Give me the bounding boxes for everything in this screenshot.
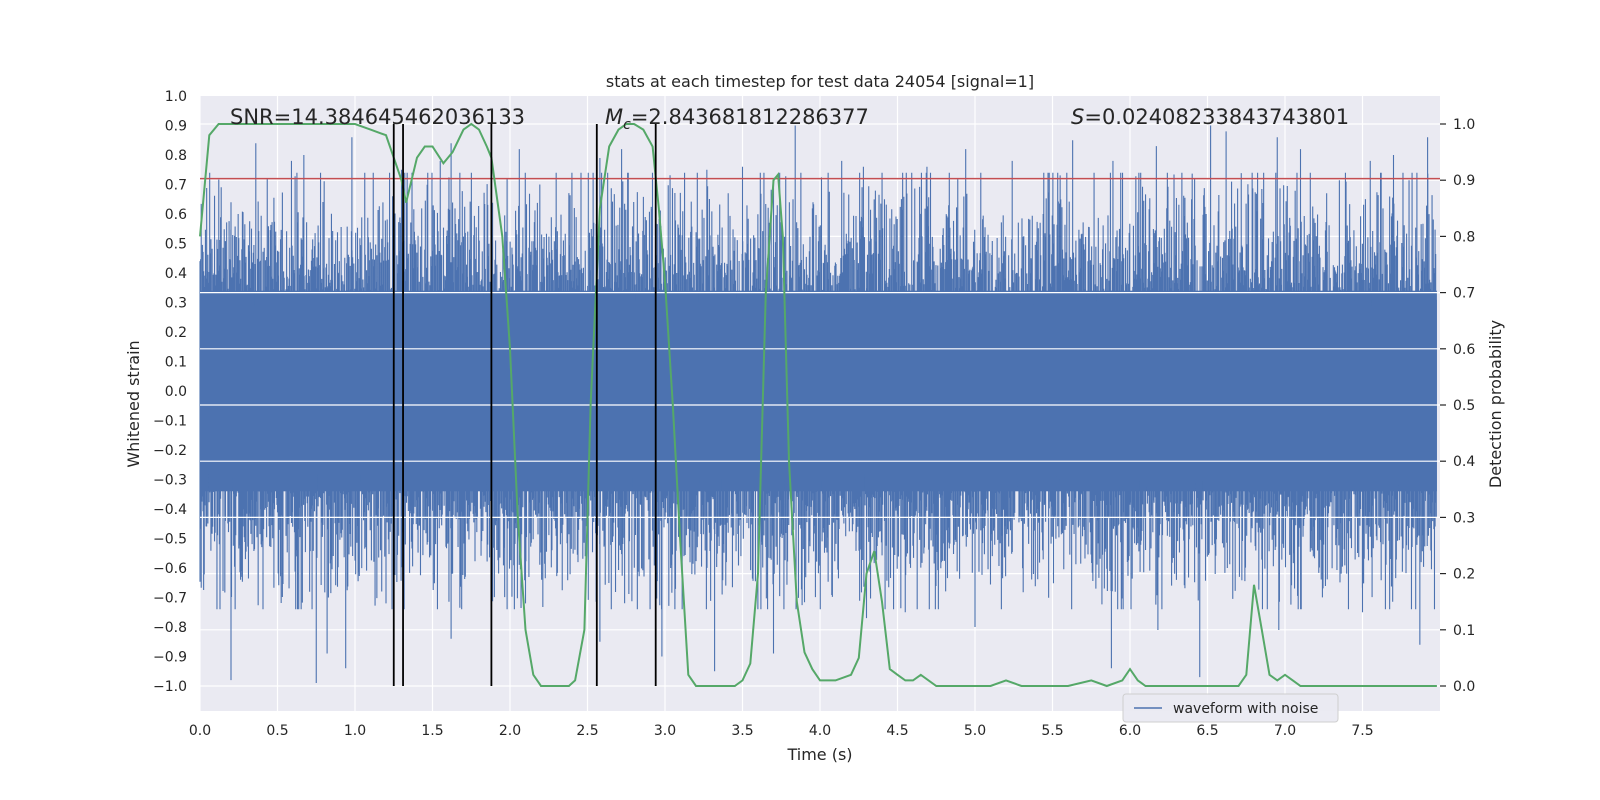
y-left-tick-label: −0.5 [153,532,187,548]
y-right-tick-label: 0.7 [1453,286,1475,302]
x-tick-label: 3.0 [654,723,676,739]
y-right-tick-label: 0.8 [1453,229,1475,245]
y-right-axis-ticks: 1.0 0.9 0.8 0.7 0.6 0.5 0.4 0.3 0.2 0.1 0.0 [1440,117,1475,695]
y-left-tick-label: −1.0 [153,679,187,695]
x-tick-label: 0.5 [266,723,288,739]
probability-line [199,122,1437,688]
y-right-tick-label: 0.2 [1453,567,1475,583]
y-left-axis-ticks: 1.0 0.9 0.8 0.7 0.6 0.5 0.4 0.3 0.2 0.1 0.0 −0.1 −0.… [153,89,187,695]
chirp-mass-subscript: c [623,117,631,133]
x-tick-label: 0.0 [189,723,211,739]
x-tick-label: 1.0 [344,723,366,739]
y-right-tick-label: 0.6 [1453,342,1475,358]
y-left-tick-label: 0.3 [165,296,187,312]
y-left-tick-label: −0.6 [153,561,187,577]
chirp-mass-annotation: Mc=2.843681812286377 [605,105,869,133]
x-tick-label: 7.5 [1351,723,1373,739]
y-left-tick-label: 0.1 [165,355,187,371]
y-left-tick-label: −0.4 [153,502,187,518]
legend: waveform with noise [1122,693,1339,723]
probability-group [199,122,1437,688]
x-tick-label: 6.0 [1119,723,1141,739]
y-left-tick-label: −0.1 [153,414,187,430]
x-tick-label: 2.0 [499,723,521,739]
y-left-tick-label: 0.5 [165,237,187,253]
y-left-tick-label: 0.9 [165,119,187,135]
y-right-tick-label: 0.9 [1453,173,1475,189]
chirp-mass-symbol: M [605,105,623,129]
y-left-tick-label: −0.9 [153,650,187,666]
s-symbol: S [1071,105,1084,129]
waveform-series [199,125,1440,683]
x-tick-label: 6.5 [1196,723,1218,739]
y-left-tick-label: −0.7 [153,591,187,607]
y-right-tick-label: 0.5 [1453,398,1475,414]
y-right-tick-label: 0.3 [1453,510,1475,526]
s-annotation: S=0.02408233843743801 [1071,105,1349,129]
y-left-tick-label: 0.8 [165,148,187,164]
y-left-tick-label: 0.4 [165,266,187,282]
legend-label-waveform: waveform with noise [1173,701,1318,717]
x-tick-label: 5.5 [1041,723,1063,739]
y-right-tick-label: 0.1 [1453,623,1475,639]
snr-annotation: SNR=14.384645462036133 [230,105,525,129]
y-right-tick-label: 1.0 [1453,117,1475,133]
y-left-tick-label: 0.6 [165,207,187,223]
x-axis-ticks: 0.0 0.5 1.0 1.5 2.0 2.5 3.0 3.5 4.0 4.5 5.0 5.5 6.0 6… [189,723,1374,739]
y-right-tick-label: 0.4 [1453,454,1475,470]
x-axis-label: Time (s) [786,745,852,764]
y-left-tick-label: −0.2 [153,443,187,459]
s-value: =0.02408233843743801 [1084,105,1349,129]
y-left-tick-label: 0.2 [165,325,187,341]
chirp-mass-value: =2.843681812286377 [631,105,869,129]
legend-box [1122,693,1339,723]
x-tick-label: 5.0 [964,723,986,739]
x-tick-label: 2.5 [576,723,598,739]
x-tick-label: 4.0 [809,723,831,739]
x-tick-label: 3.5 [731,723,753,739]
chart-title: stats at each timestep for test data 240… [606,72,1034,91]
y-left-tick-label: −0.3 [153,473,187,489]
y-right-tick-label: 0.0 [1453,679,1475,695]
x-tick-label: 1.5 [421,723,443,739]
y-left-tick-label: 0.0 [165,384,187,400]
y-left-tick-label: 0.7 [165,178,187,194]
x-tick-label: 7.0 [1274,723,1296,739]
marker-lines [392,124,657,686]
y-left-tick-label: 1.0 [165,89,187,105]
x-tick-label: 4.5 [886,723,908,739]
y-left-tick-label: −0.8 [153,620,187,636]
y-right-axis-label: Detection probability [1486,320,1505,488]
y-left-axis-label: Whitened strain [124,340,143,467]
